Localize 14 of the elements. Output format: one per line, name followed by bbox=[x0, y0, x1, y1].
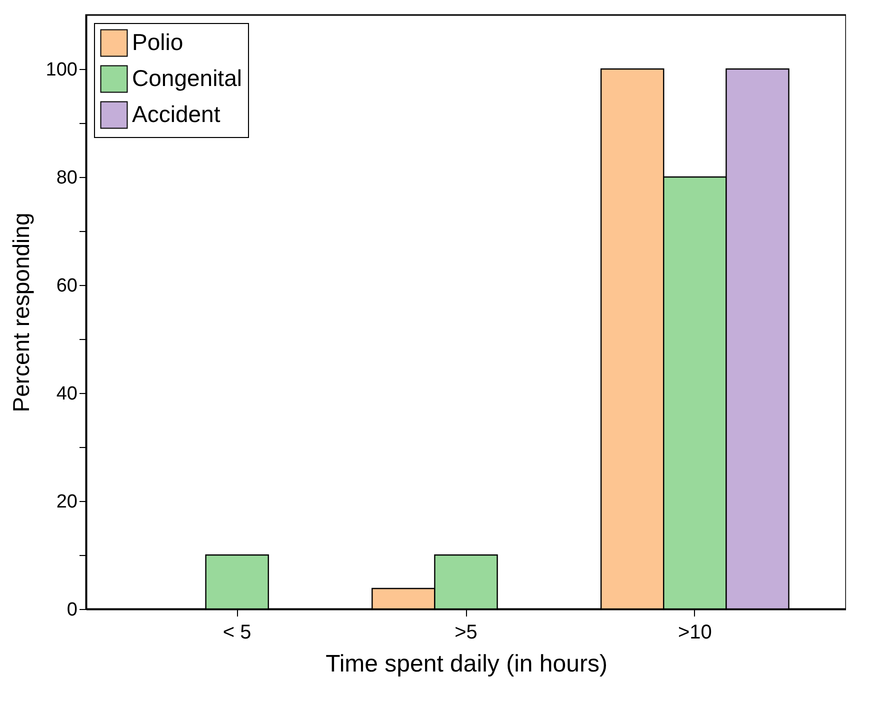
legend-label: Polio bbox=[132, 29, 184, 55]
y-tick-label: 60 bbox=[56, 276, 78, 296]
y-tick-label: 20 bbox=[56, 492, 78, 512]
y-tick-label: 100 bbox=[46, 60, 78, 80]
x-tick-label: >10 bbox=[678, 622, 712, 644]
legend-label: Congenital bbox=[132, 65, 242, 91]
x-tick-label: < 5 bbox=[222, 622, 252, 644]
x-axis-title: Time spent daily (in hours) bbox=[326, 650, 608, 678]
legend-label: Accident bbox=[132, 101, 221, 127]
x-tick-label: >5 bbox=[454, 622, 478, 644]
y-tick-label: 80 bbox=[56, 168, 78, 188]
y-axis-title: Percent responding bbox=[8, 212, 34, 412]
y-tick-label: 0 bbox=[66, 600, 78, 620]
y-tick-label: 40 bbox=[56, 384, 78, 404]
